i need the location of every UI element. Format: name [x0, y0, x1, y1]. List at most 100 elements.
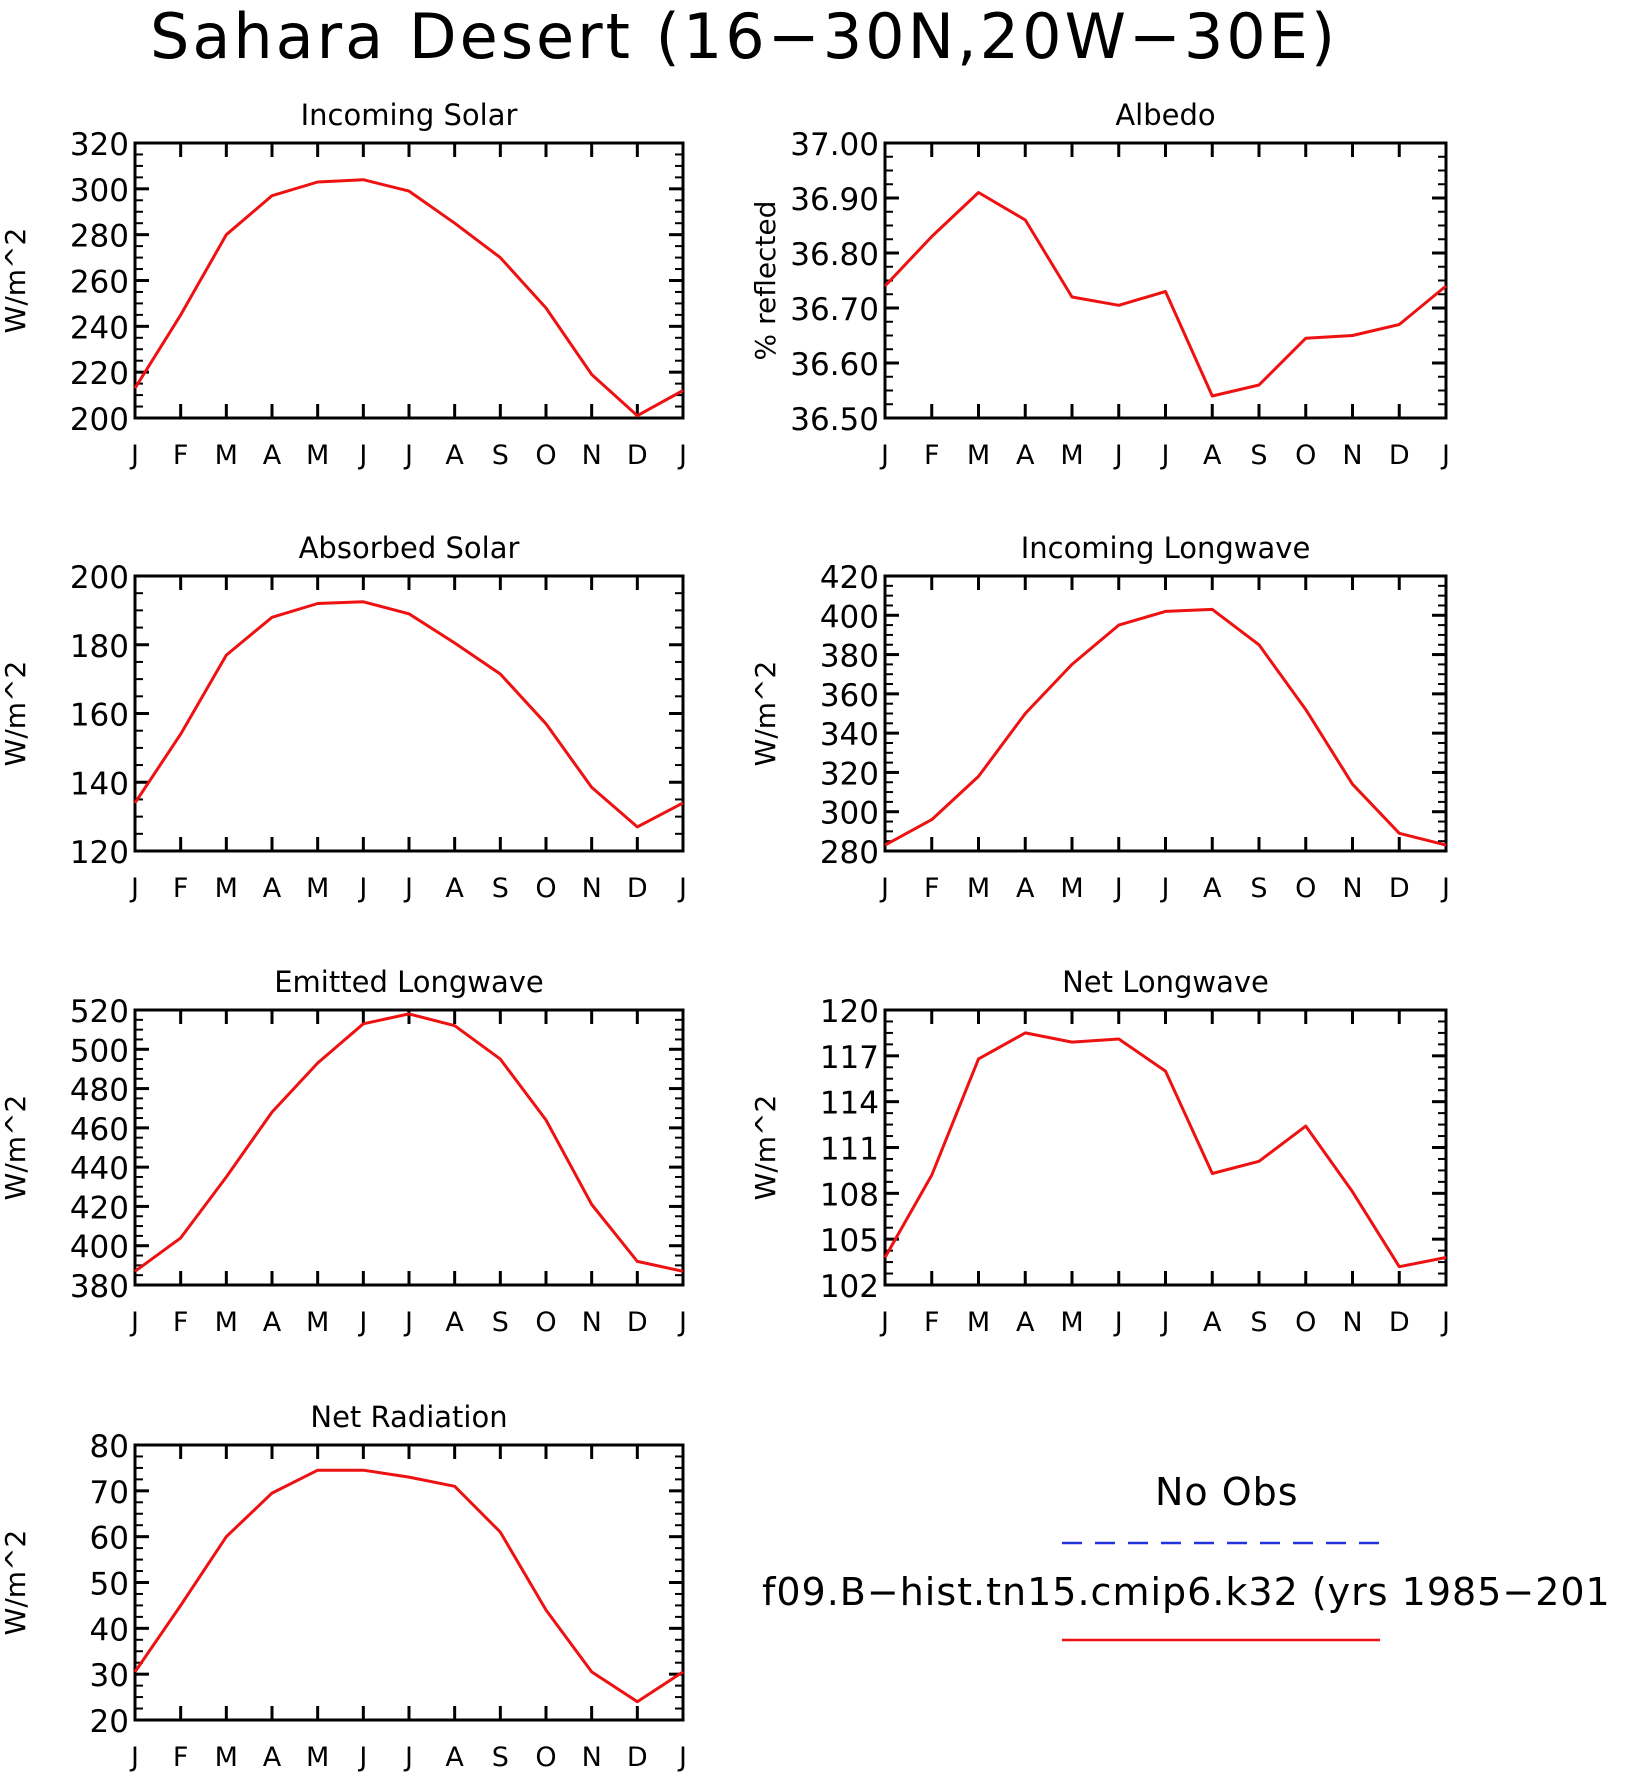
panel-2-x-tick-label: A: [1203, 440, 1222, 471]
panel-6-y-tick-label: 114: [820, 1086, 879, 1122]
panel-2-y-tick-label: 36.50: [790, 402, 879, 438]
panel-3-y-tick-label: 140: [70, 766, 129, 802]
panel-6-y-tick-label: 108: [820, 1177, 879, 1213]
panel-5-y-tick-label: 520: [70, 994, 129, 1030]
panel-2-x-tick-label: F: [924, 440, 940, 471]
panel-1-y-tick-label: 220: [70, 356, 129, 392]
panel-6-x-tick-label: F: [924, 1307, 940, 1338]
panel-2-title: Albedo: [1115, 98, 1215, 132]
panel-4-x-tick-label: M: [967, 873, 990, 904]
panel-5-x-tick-label: M: [306, 1307, 329, 1338]
panel-7-title: Net Radiation: [310, 1400, 507, 1434]
panel-4-y-tick-label: 280: [820, 835, 879, 871]
panel-6-x-tick-label: S: [1250, 1307, 1267, 1338]
panel-5-x-tick-label: J: [403, 1307, 413, 1338]
panel-2-plot-frame: [883, 141, 1448, 420]
panel-1-plot-frame: [133, 141, 685, 420]
panel-6-x-tick-label: J: [1440, 1307, 1450, 1338]
panel-5-x-tick-label: M: [215, 1307, 238, 1338]
panel-3-x-tick-label: F: [173, 873, 189, 904]
panel-6-x-tick-label: A: [1016, 1307, 1035, 1338]
panel-5-plot-frame: [133, 1008, 685, 1287]
panel-4-y-tick-label: 380: [820, 639, 879, 675]
panel-5-x-tick-label: A: [445, 1307, 464, 1338]
panel-5-x-tick-label: J: [129, 1307, 139, 1338]
panel-5-y-tick-label: 380: [70, 1269, 129, 1305]
panel-2-x-tick-label: J: [1440, 440, 1450, 471]
panel-4-x-tick-label: D: [1389, 873, 1410, 904]
panel-1-x-tick-label: J: [677, 440, 687, 471]
panel-7-y-tick-label: 40: [90, 1612, 129, 1648]
panel-7-x-tick-label: N: [582, 1742, 602, 1773]
panel-3-title: Absorbed Solar: [299, 531, 520, 565]
panel-2-y-tick-label: 36.80: [790, 237, 879, 273]
panel-7-x-tick-label: J: [129, 1742, 139, 1773]
panel-4-x-tick-label: N: [1342, 873, 1362, 904]
panel-1-y-axis-label: W/m^2: [0, 228, 32, 334]
panel-6-y-tick-label: 117: [820, 1040, 879, 1076]
panel-5-x-tick-label: F: [173, 1307, 189, 1338]
panel-5-x-tick-label: J: [677, 1307, 687, 1338]
panel-1-x-tick-label: N: [582, 440, 602, 471]
panel-6-y-tick-label: 120: [820, 994, 879, 1030]
panel-4-y-tick-label: 320: [820, 756, 879, 792]
panel-7-x-tick-label: O: [535, 1742, 556, 1773]
panel-1-y-tick-label: 260: [70, 265, 129, 301]
panel-2-x-tick-label: O: [1295, 440, 1316, 471]
panel-4-x-tick-label: J: [1160, 873, 1170, 904]
panel-4-x-tick-label: A: [1203, 873, 1222, 904]
panel-4-x-tick-label: M: [1060, 873, 1083, 904]
panel-3-x-tick-label: S: [492, 873, 509, 904]
panel-1-y-tick-label: 200: [70, 402, 129, 438]
panel-2-x-tick-label: N: [1342, 440, 1362, 471]
panel-5-x-tick-label: S: [492, 1307, 509, 1338]
panel-3-x-tick-label: J: [677, 873, 687, 904]
panel-3-plot-frame: [133, 574, 685, 853]
panel-4-y-tick-label: 400: [820, 599, 879, 635]
panel-6-x-tick-label: M: [1060, 1307, 1083, 1338]
panel-7-x-tick-label: S: [492, 1742, 509, 1773]
panel-4-x-tick-label: J: [879, 873, 889, 904]
panel-5-model-series-line: [134, 1012, 684, 1273]
panel-7-model-series-line: [133, 1468, 684, 1704]
panel-6-x-tick-label: J: [879, 1307, 889, 1338]
panel-6-plot-frame: [883, 1008, 1448, 1287]
panel-1-y-tick-label: 300: [70, 173, 129, 209]
panel-3-x-tick-label: M: [306, 873, 329, 904]
panel-1-x-tick-label: J: [403, 440, 413, 471]
panel-3-y-axis-label: W/m^2: [0, 661, 32, 767]
panel-4-title: Incoming Longwave: [1021, 531, 1311, 565]
panel-7-x-tick-label: M: [306, 1742, 329, 1773]
panel-5-x-tick-label: J: [357, 1307, 367, 1338]
panel-7-y-axis-label: W/m^2: [0, 1530, 32, 1636]
panel-4-y-tick-label: 360: [820, 678, 879, 714]
panel-7-x-tick-label: D: [627, 1742, 648, 1773]
panel-4-plot-frame: [883, 574, 1448, 853]
legend-model-label: f09.B−hist.tn15.cmip6.k32 (yrs 1985−201: [762, 1570, 1611, 1614]
panel-4-x-tick-label: O: [1295, 873, 1316, 904]
panel-2-x-tick-label: M: [1060, 440, 1083, 471]
panel-4-y-tick-label: 300: [820, 796, 879, 832]
panel-2-x-tick-label: M: [967, 440, 990, 471]
panel-6-x-tick-label: A: [1203, 1307, 1222, 1338]
panel-1-y-tick-label: 280: [70, 219, 129, 255]
panel-6-x-tick-label: O: [1295, 1307, 1316, 1338]
panel-7-x-tick-label: F: [173, 1742, 189, 1773]
panel-6-y-tick-label: 111: [820, 1132, 879, 1168]
panel-4-x-tick-label: J: [1113, 873, 1123, 904]
panel-4-x-tick-label: A: [1016, 873, 1035, 904]
panel-3-x-tick-label: J: [129, 873, 139, 904]
panel-6-x-tick-label: J: [1160, 1307, 1170, 1338]
panel-1-x-tick-label: F: [173, 440, 189, 471]
panel-5-x-tick-label: D: [627, 1307, 648, 1338]
figure-title: Sahara Desert (16−30N,20W−30E): [150, 0, 1339, 73]
panel-5-y-tick-label: 440: [70, 1151, 129, 1187]
panel-6-x-tick-label: N: [1342, 1307, 1362, 1338]
panel-1-y-tick-label: 240: [70, 310, 129, 346]
panel-7-x-tick-label: J: [403, 1742, 413, 1773]
panel-3-y-tick-label: 200: [70, 560, 129, 596]
panel-2-x-tick-label: J: [1113, 440, 1123, 471]
panel-1-x-tick-label: A: [263, 440, 282, 471]
panel-3-x-tick-label: O: [535, 873, 556, 904]
panel-3-y-tick-label: 180: [70, 629, 129, 665]
